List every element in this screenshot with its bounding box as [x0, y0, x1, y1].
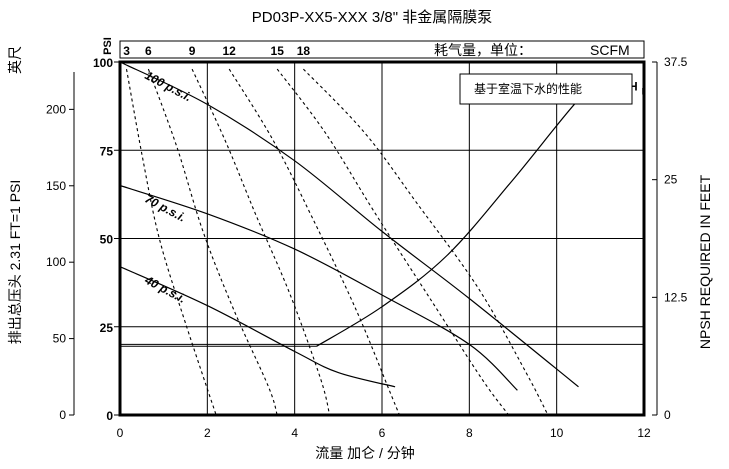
air-tick-label: 12: [222, 44, 236, 58]
pressure-curve-label: 70 p.s.i.: [143, 192, 188, 225]
y-feet-tick-label: 0: [59, 408, 66, 422]
air-consumption-header: 3 6 9 12 15 18 耗气量，单位： SCFM: [119, 40, 645, 59]
note-box-frame: [459, 73, 633, 105]
x-tick-label: 8: [466, 426, 473, 440]
x-tick-label: 2: [204, 426, 211, 440]
y-psi-tick-label: 0: [106, 409, 113, 423]
pressure-curve-40: [119, 266, 396, 388]
x-tick-label: 12: [637, 426, 651, 440]
y-axis-psi-label: PSI: [102, 37, 114, 55]
x-tick-label: 0: [117, 426, 124, 440]
air-consumption-curve-3: [125, 69, 217, 416]
y-psi-tick-label: 75: [100, 144, 114, 158]
pressure-curve-label: 100 p.s.i.: [143, 68, 194, 104]
air-consumption-unit: SCFM: [590, 42, 630, 58]
air-header-box: [119, 40, 645, 59]
y-npsh-tick-label: 25: [664, 173, 678, 187]
x-tick-label: 4: [291, 426, 298, 440]
note-box: 基于室温下水的性能: [459, 73, 633, 105]
y-npsh-tick-label: 12.5: [664, 290, 688, 304]
y-feet-tick-label: 50: [53, 332, 67, 346]
air-consumption-curve-12: [228, 68, 401, 416]
air-tick-label: 9: [189, 44, 196, 58]
air-consumption-curve-18: [303, 68, 549, 416]
air-consumption-curve-9: [191, 68, 331, 416]
pressure-curve-100: [119, 61, 579, 388]
note-text: 基于室温下水的性能: [474, 81, 582, 96]
air-tick-label: 15: [271, 44, 285, 58]
pressure-curves: 100 p.s.i. 70 p.s.i. 40 p.s.i.: [119, 61, 579, 391]
npsh-curve-line: [316, 84, 601, 347]
air-tick-label: 3: [123, 44, 130, 58]
air-tick-label: 18: [297, 44, 311, 58]
y-axis-psi: 0 25 50 75 100: [93, 56, 120, 423]
air-consumption-label: 耗气量，单位：: [434, 42, 532, 58]
air-tick-label: 6: [145, 44, 152, 58]
air-consumption-curve-15: [276, 68, 510, 416]
npsh-curve: NPSHr: [120, 80, 645, 347]
y-psi-tick-label: 25: [100, 321, 114, 335]
y-feet-tick-label: 100: [46, 255, 66, 269]
y-axis-npsh: 0 12.5 25 37.5: [652, 55, 688, 422]
x-tick-label: 10: [550, 426, 564, 440]
y-feet-tick-label: 150: [46, 179, 66, 193]
y-psi-tick-label: 50: [100, 233, 114, 247]
y-feet-tick-label: 200: [46, 102, 66, 116]
pressure-curve-70: [119, 184, 518, 391]
chart-title: PD03P-XX5-XXX 3/8" 非金属隔膜泵: [252, 9, 492, 26]
pressure-curve-label: 40 p.s.i.: [142, 272, 188, 306]
y-axis-feet-unit: 英尺: [7, 46, 23, 74]
y-psi-tick-label: 100: [93, 56, 113, 70]
x-axis: 0 2 4 6 8 10 12: [117, 426, 651, 440]
x-tick-label: 6: [379, 426, 386, 440]
x-axis-label: 流量 加仑 / 分钟: [315, 445, 415, 461]
y-axis-feet: 0 50 100 150 200: [46, 72, 75, 422]
y-npsh-tick-label: 37.5: [664, 55, 688, 69]
air-tick-labels: 3 6 9 12 15 18: [123, 44, 310, 58]
air-consumption-curves: [125, 68, 549, 416]
grid-lines: [120, 62, 644, 415]
air-consumption-curve-6: [147, 68, 278, 416]
y-npsh-tick-label: 0: [664, 408, 671, 422]
y-axis-feet-label: 排出总压头 2.31 FT=1 PSI: [7, 180, 23, 345]
y-axis-npsh-label: NPSH REQUIRED IN FEET: [697, 174, 713, 349]
